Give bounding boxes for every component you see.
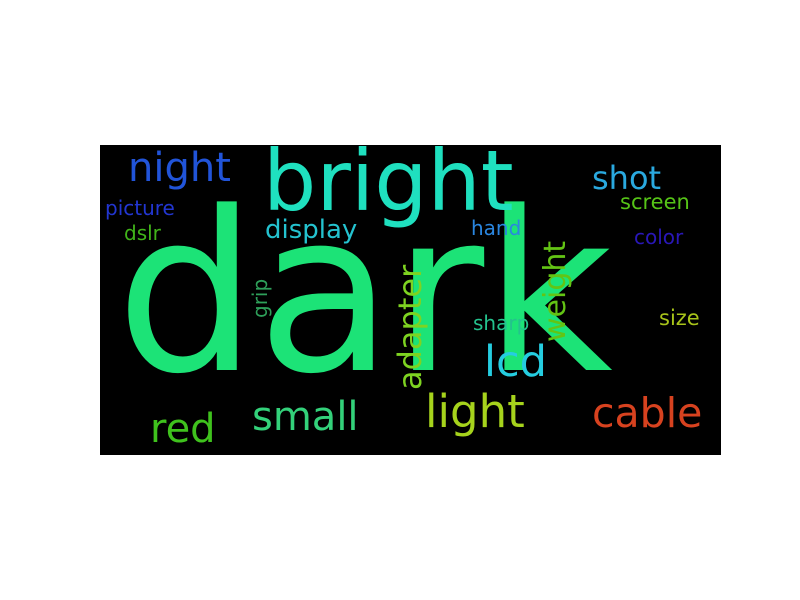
word-display: display [265,215,358,245]
word-picture: picture [105,196,175,220]
word-sharp: sharp [473,311,530,335]
word-lcd: lcd [484,337,547,387]
word-bright: bright [263,145,514,230]
word-cable: cable [592,389,703,437]
word-adapter: adapter [391,264,429,390]
word-small: small [252,394,359,440]
word-dslr: dslr [124,221,161,245]
word-size: size [659,306,700,330]
word-shot: shot [592,159,662,197]
word-color: color [634,225,684,249]
word-screen: screen [620,190,690,214]
word-weight: weight [538,240,573,342]
word-hand: hand [471,216,522,240]
word-dark: dark [116,165,613,423]
word-light: light [425,385,525,438]
word-cloud: dark bright night shot picture screen ds… [100,145,721,455]
word-red: red [150,406,216,452]
word-grip: grip [248,278,272,318]
word-night: night [128,145,231,191]
